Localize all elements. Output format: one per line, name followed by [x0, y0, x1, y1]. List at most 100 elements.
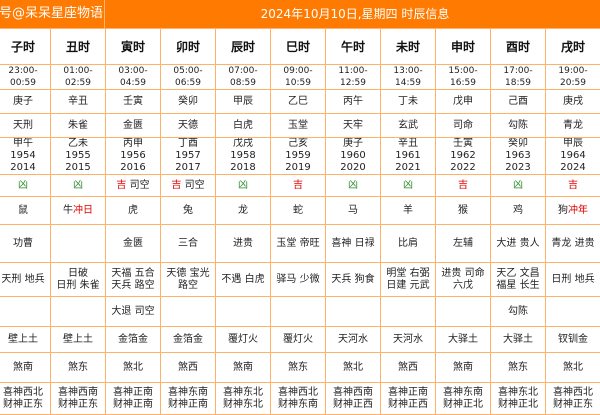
gods-direction-cell: 喜神东北财神东北: [216, 383, 271, 415]
luck-value: 凶: [238, 180, 248, 191]
wuxing-cell: 天河水: [326, 327, 381, 353]
shichen-name-cell: 戌时: [546, 29, 600, 65]
gods-direction-cell: 喜神西北财神正东: [0, 383, 51, 415]
zodiac-value: 蛇: [293, 205, 303, 216]
chong-year-line: 戊戌: [216, 138, 270, 150]
shichen-table: 子时丑时寅时卯时辰时巳时午时未时申时酉时戌时亥23:00-00:5901:00-…: [0, 28, 600, 415]
yi-stars-cell: 天刑 地兵: [0, 263, 51, 297]
sha-direction-cell: 煞北: [106, 353, 161, 383]
ji-stars-cell: [0, 297, 51, 327]
yi-stars-cell: 日破日刑 朱雀: [51, 263, 106, 297]
gods-direction-cell: 喜神东北财神正北: [491, 383, 546, 415]
zodiac-value: 猴: [458, 205, 468, 216]
ganzhi-cell: 庚子: [0, 90, 51, 114]
gods-direction-cell: 喜神东南财神正北: [436, 383, 491, 415]
ganzhi-cell: 癸卯: [161, 90, 216, 114]
shen-name-cell: 天德: [161, 114, 216, 138]
time-range-cell: 17:00-18:59: [491, 65, 546, 90]
wuxing-cell: 金箔金: [161, 327, 216, 353]
wuxing-cell: 覆灯火: [216, 327, 271, 353]
time-range-cell: 19:00-20:59: [546, 65, 600, 90]
yi-stars-line: 天乙 文昌: [491, 268, 545, 280]
ganzhi-cell: 己酉: [491, 90, 546, 114]
yi-stars-cell: 天德 宝光路空: [161, 263, 216, 297]
gods-direction-line: 喜神东南: [161, 387, 215, 399]
sha-direction-cell: 煞南: [0, 353, 51, 383]
table-row: 子时丑时寅时卯时辰时巳时午时未时申时酉时戌时亥: [0, 29, 600, 65]
yi-stars-cell: 天兵 狗食: [326, 263, 381, 297]
wuxing-cell: 覆灯火: [271, 327, 326, 353]
luck-cell: 凶: [0, 175, 51, 197]
shichen-name-cell: 酉时: [491, 29, 546, 65]
gods-direction-line: 喜神东北: [216, 387, 270, 399]
luck-value: 凶: [348, 180, 358, 191]
luck-cell: 吉 司空: [161, 175, 216, 197]
gods-direction-line: 财神东南: [271, 399, 325, 411]
gods-direction-line: 财神正南: [106, 399, 160, 411]
ji-stars-cell: [436, 297, 491, 327]
good-stars-cell: 金匮: [106, 225, 161, 263]
shichen-name-cell: 卯时: [161, 29, 216, 65]
zodiac-cell: 兔: [161, 197, 216, 225]
chong-label: 冲日: [73, 205, 93, 216]
shen-name-cell: 勾陈: [491, 114, 546, 138]
chong-year-line: 1960 2020: [326, 150, 380, 174]
good-stars-cell: 青龙 进贵: [546, 225, 600, 263]
luck-value: 凶: [73, 180, 83, 191]
gods-direction-line: 财神正北: [491, 399, 545, 411]
shen-name-cell: 天牢: [326, 114, 381, 138]
wuxing-cell: 大驿土: [491, 327, 546, 353]
site-name[interactable]: 号@呆呆星座物语: [0, 0, 104, 28]
zodiac-value: 兔: [183, 205, 193, 216]
yi-stars-line: 不遇 白虎: [216, 274, 270, 286]
table-row: 煞南煞东煞北煞西煞南煞东煞北煞西煞南煞东煞北: [0, 353, 600, 383]
luck-value: 吉: [293, 180, 303, 191]
chong-year-line: 1955 2015: [51, 150, 105, 174]
time-range-cell: 05:00-06:59: [161, 65, 216, 90]
sikong-label: 司空: [126, 180, 149, 191]
chong-year-line: 甲午: [0, 138, 50, 150]
shichen-name-cell: 午时: [326, 29, 381, 65]
gods-direction-cell: 喜神正南财神正南: [106, 383, 161, 415]
zodiac-cell: 牛冲日: [51, 197, 106, 225]
time-range-cell: 15:00-16:59: [436, 65, 491, 90]
gods-direction-line: 喜神西北: [271, 387, 325, 399]
yi-stars-cell: 驿马 少微: [271, 263, 326, 297]
ji-stars-cell: [326, 297, 381, 327]
sha-direction-cell: 煞南: [436, 353, 491, 383]
yi-stars-cell: 天乙 文昌福星 长生: [491, 263, 546, 297]
wuxing-cell: 壁上土: [51, 327, 106, 353]
sha-direction-cell: 煞西: [381, 353, 436, 383]
ganzhi-cell: 丁未: [381, 90, 436, 114]
shichen-name-cell: 丑时: [51, 29, 106, 65]
luck-cell: 吉 司空: [106, 175, 161, 197]
wuxing-cell: 天河水: [381, 327, 436, 353]
shichen-name-cell: 辰时: [216, 29, 271, 65]
chong-year-line: 1964 2024: [546, 150, 600, 174]
table-row: 庚子辛丑壬寅癸卯甲辰乙巳丙午丁未戊申己酉庚戌: [0, 90, 600, 114]
gods-direction-line: 财神东北: [216, 399, 270, 411]
yi-stars-line: 日破: [51, 268, 105, 280]
gods-direction-cell: 喜神西北财神正东: [546, 383, 600, 415]
yi-stars-line: 天刑 地兵: [0, 274, 50, 286]
ji-stars-cell: [161, 297, 216, 327]
ji-stars-cell: 大退 司空: [106, 297, 161, 327]
zodiac-value: 羊: [403, 205, 413, 216]
chong-year-line: 乙未: [51, 138, 105, 150]
shen-name-cell: 天刑: [0, 114, 51, 138]
chong-year-line: 1956 2016: [106, 150, 160, 174]
ji-stars-cell: [546, 297, 600, 327]
luck-value: 吉: [458, 180, 468, 191]
ji-stars-line: 大退 司空: [106, 306, 160, 318]
luck-value: 吉: [568, 180, 578, 191]
shichen-name-cell: 未时: [381, 29, 436, 65]
yi-stars-line: 明堂 右弼: [381, 268, 435, 280]
yi-stars-cell: 进贵 司命六戊: [436, 263, 491, 297]
